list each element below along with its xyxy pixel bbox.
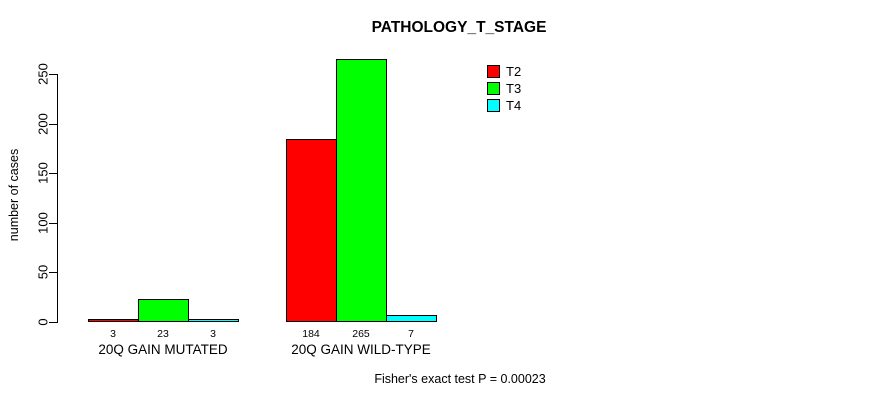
- legend-swatch: [487, 65, 500, 78]
- bar-value-label: 23: [157, 328, 169, 340]
- y-tick-label: 100: [35, 212, 51, 234]
- legend-item-t4: T4: [487, 97, 521, 114]
- bar-t3: [138, 299, 189, 322]
- y-tick-mark: [49, 223, 57, 224]
- bar-value-label: 265: [352, 328, 370, 340]
- y-tick-mark: [49, 74, 57, 75]
- bar-value-label: 184: [302, 328, 320, 340]
- legend-label: T3: [506, 81, 522, 96]
- y-tick-mark: [49, 322, 57, 323]
- bar-value-label: 7: [408, 328, 414, 340]
- y-tick-label: 200: [35, 113, 51, 135]
- chart-title: PATHOLOGY_T_STAGE: [371, 19, 547, 36]
- y-axis-line: [57, 74, 58, 323]
- bar-t2: [286, 139, 337, 322]
- bar-t4: [386, 315, 437, 322]
- y-axis-title: number of cases: [7, 148, 21, 242]
- bar-value-label: 3: [210, 328, 216, 340]
- bar-t4: [188, 319, 239, 322]
- y-tick-mark: [49, 173, 57, 174]
- legend: T2 T3 T4: [487, 63, 521, 114]
- bar-value-label: 3: [110, 328, 116, 340]
- y-tick-mark: [49, 124, 57, 125]
- y-tick-label: 250: [35, 63, 51, 85]
- legend-label: T4: [506, 98, 522, 113]
- legend-swatch: [487, 99, 500, 112]
- y-tick-label: 150: [35, 162, 51, 184]
- legend-label: T2: [506, 64, 522, 79]
- legend-item-t2: T2: [487, 63, 521, 80]
- footnote-text: Fisher's exact test P = 0.00023: [374, 372, 546, 386]
- group-label: 20Q GAIN MUTATED: [98, 342, 228, 357]
- y-tick-label: 50: [35, 264, 51, 280]
- y-tick-mark: [49, 272, 57, 273]
- bar-t2: [88, 319, 139, 322]
- legend-item-t3: T3: [487, 80, 521, 97]
- bar-t3: [336, 59, 387, 322]
- group-label: 20Q GAIN WILD-TYPE: [291, 342, 431, 357]
- y-tick-label: 0: [35, 318, 51, 326]
- legend-swatch: [487, 82, 500, 95]
